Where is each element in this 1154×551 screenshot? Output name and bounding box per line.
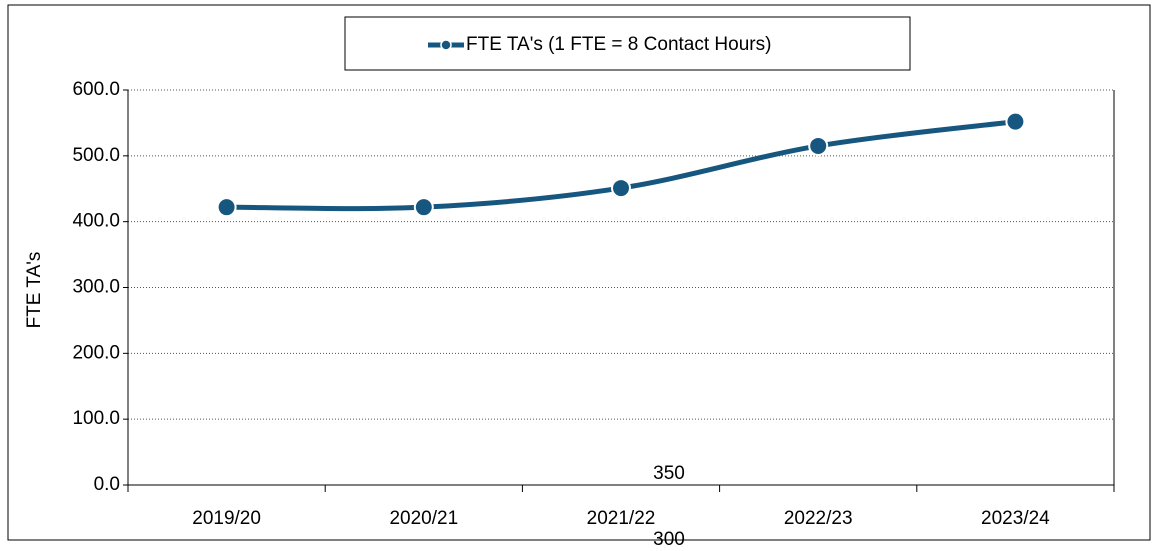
marker xyxy=(611,178,631,199)
x-tick-label: 2021/22 xyxy=(587,508,656,529)
y-tick-label: 400.0 xyxy=(72,211,120,232)
annotation: 300 xyxy=(653,529,685,550)
x-tick-label: 2020/21 xyxy=(389,508,458,529)
legend-label: FTE TA's (1 FTE = 8 Contact Hours) xyxy=(466,34,771,55)
y-tick-label: 0.0 xyxy=(94,474,120,495)
marker xyxy=(808,135,829,156)
x-tick-label: 2019/20 xyxy=(192,508,261,529)
y-tick-label: 500.0 xyxy=(72,145,120,166)
x-tick-label: 2022/23 xyxy=(784,508,853,529)
marker xyxy=(216,197,237,218)
marker xyxy=(1005,111,1026,132)
y-tick-label: 600.0 xyxy=(72,79,120,100)
y-tick-label: 300.0 xyxy=(72,277,120,298)
chart-border xyxy=(7,4,1151,541)
x-tick-label: 2023/24 xyxy=(981,508,1050,529)
y-tick-label: 100.0 xyxy=(72,408,120,429)
marker xyxy=(413,197,434,218)
y-tick-label: 200.0 xyxy=(72,342,120,363)
legend-marker xyxy=(440,39,452,51)
annotation: 350 xyxy=(653,463,685,484)
y-axis-label: FTE TA's xyxy=(24,252,45,329)
